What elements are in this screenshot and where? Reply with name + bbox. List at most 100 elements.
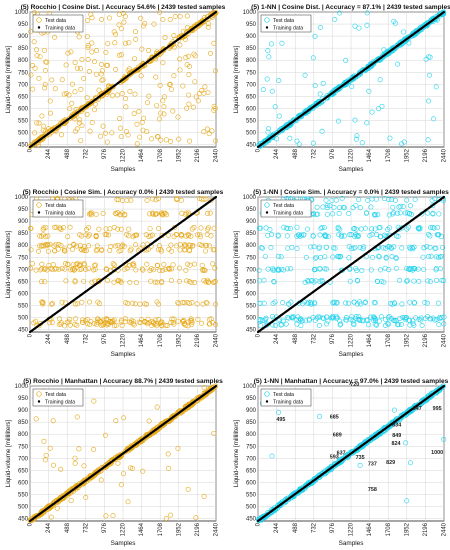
chart-3-test-point [198,225,204,231]
chart-2-ytick-label: 800 [246,58,257,64]
chart-4-test-point [310,233,316,239]
chart-4-test-point [425,231,431,237]
chart-1-test-point [113,66,119,72]
chart-3-test-point [194,301,200,307]
chart-3-test-point [74,261,80,267]
chart-3-test-point [68,267,74,273]
chart-4-test-point [441,314,447,320]
chart-1-test-point [99,17,105,23]
chart-4-test-point [294,245,300,251]
chart-1-ytick-label: 750 [18,70,29,76]
chart-3-test-point [107,226,113,232]
chart-3-test-point [28,247,34,253]
chart-3-test-point [96,301,102,307]
chart-6-xtick-label: 2440 [442,522,448,536]
chart-4-test-point [415,266,421,272]
chart-2-test-point [430,17,436,23]
chart-4-test-point [347,266,353,272]
chart-4-test-point [369,226,375,232]
chart-4-test-point [397,277,403,283]
chart-4-test-point [346,255,352,261]
chart-6: (5) 1-NN | Manhattan | Accuracy = 97.0% … [233,378,449,547]
chart-1-xtick-label: 1708 [158,148,164,162]
chart-1-test-point [100,77,106,83]
chart-1-test-point [187,138,193,144]
chart-4-test-point [376,318,382,324]
chart-3-test-point [72,267,78,273]
chart-1-test-point [98,133,104,139]
chart-3-test-point [40,232,46,238]
chart-2-test-point [405,35,411,41]
chart-4-test-point [427,244,433,250]
chart-3-test-point [150,196,156,202]
chart-4-test-point [362,300,368,306]
chart-3-test-point [97,319,103,325]
chart-3-test-point [72,321,78,327]
chart-3-test-point [189,300,195,306]
chart-4-test-point [409,245,415,251]
chart-4-test-point [341,233,347,239]
chart-4-test-point [299,232,305,238]
chart-5-xtick-label: 976 [102,522,108,533]
chart-3-test-point [95,316,101,322]
chart-2-title: (5) 1-NN | Cosine Dist. | Accuracy = 87.… [251,4,450,11]
chart-3-test-point [33,318,39,324]
chart-4-test-point [271,278,277,284]
chart-3-test-point [168,242,174,248]
chart-1-test-point [205,24,211,30]
chart-5-xtick-label: 2440 [214,522,220,536]
chart-3-test-point [144,261,150,267]
chart-3-test-point [165,232,171,238]
chart-3-test-point [39,279,45,285]
chart-2-ytick-label: 600 [246,106,257,112]
chart-3-test-point [118,248,124,254]
chart-1-test-point [208,50,214,56]
chart-6-xtick-label: 488 [293,522,299,533]
chart-1-test-point [42,85,48,91]
chart-1-test-point [192,79,198,85]
chart-6-xtick-label: 1952 [404,522,410,536]
chart-4-test-point [365,198,371,204]
chart-1-test-point [121,19,127,25]
chart-4-ytick-label: 650 [246,279,257,285]
chart-3-test-point [92,278,98,284]
chart-3-test-point [213,301,219,307]
chart-4-test-point [356,314,362,320]
chart-3-ylabel: Liquid-volume [milliliters] [5,231,12,299]
chart-1-test-point [186,72,192,78]
chart-3-test-point [40,300,46,306]
chart-4-test-point [383,316,389,322]
chart-5-test-point [48,514,54,520]
chart-4-test-data [256,195,447,329]
chart-2-xtick-label: 2196 [423,148,429,162]
chart-3-test-point [118,319,124,325]
chart-5-ytick-label: 500 [18,505,29,511]
chart-3-test-point [185,231,191,237]
chart-3-test-point [153,317,159,323]
chart-3-test-point [39,266,45,272]
chart-1-test-point [89,49,95,55]
chart-3-test-point [107,318,113,324]
chart-1-test-point [49,77,55,83]
chart-3-test-point [187,248,193,254]
chart-3-test-point [78,246,84,252]
chart-3-test-point [143,232,149,238]
chart-2-test-point [354,133,360,139]
chart-1-test-point [84,111,90,117]
chart-4-test-point [410,267,416,273]
chart-1-xtick-label: 732 [83,148,89,159]
chart-3-test-point [181,300,187,306]
chart-3-test-point [187,262,193,268]
chart-3-test-point [79,233,85,239]
chart-4-test-point [386,225,392,231]
chart-3-test-point [100,322,106,328]
chart-3-test-point [100,210,106,216]
chart-3-test-point [86,224,92,230]
chart-3-test-point [71,267,77,273]
chart-1-legend-test-label: Test data [45,18,66,24]
chart-1-test-point [72,128,78,134]
chart-4-test-point [441,278,447,284]
chart-3-test-point [177,265,183,271]
chart-3-test-point [64,319,70,325]
